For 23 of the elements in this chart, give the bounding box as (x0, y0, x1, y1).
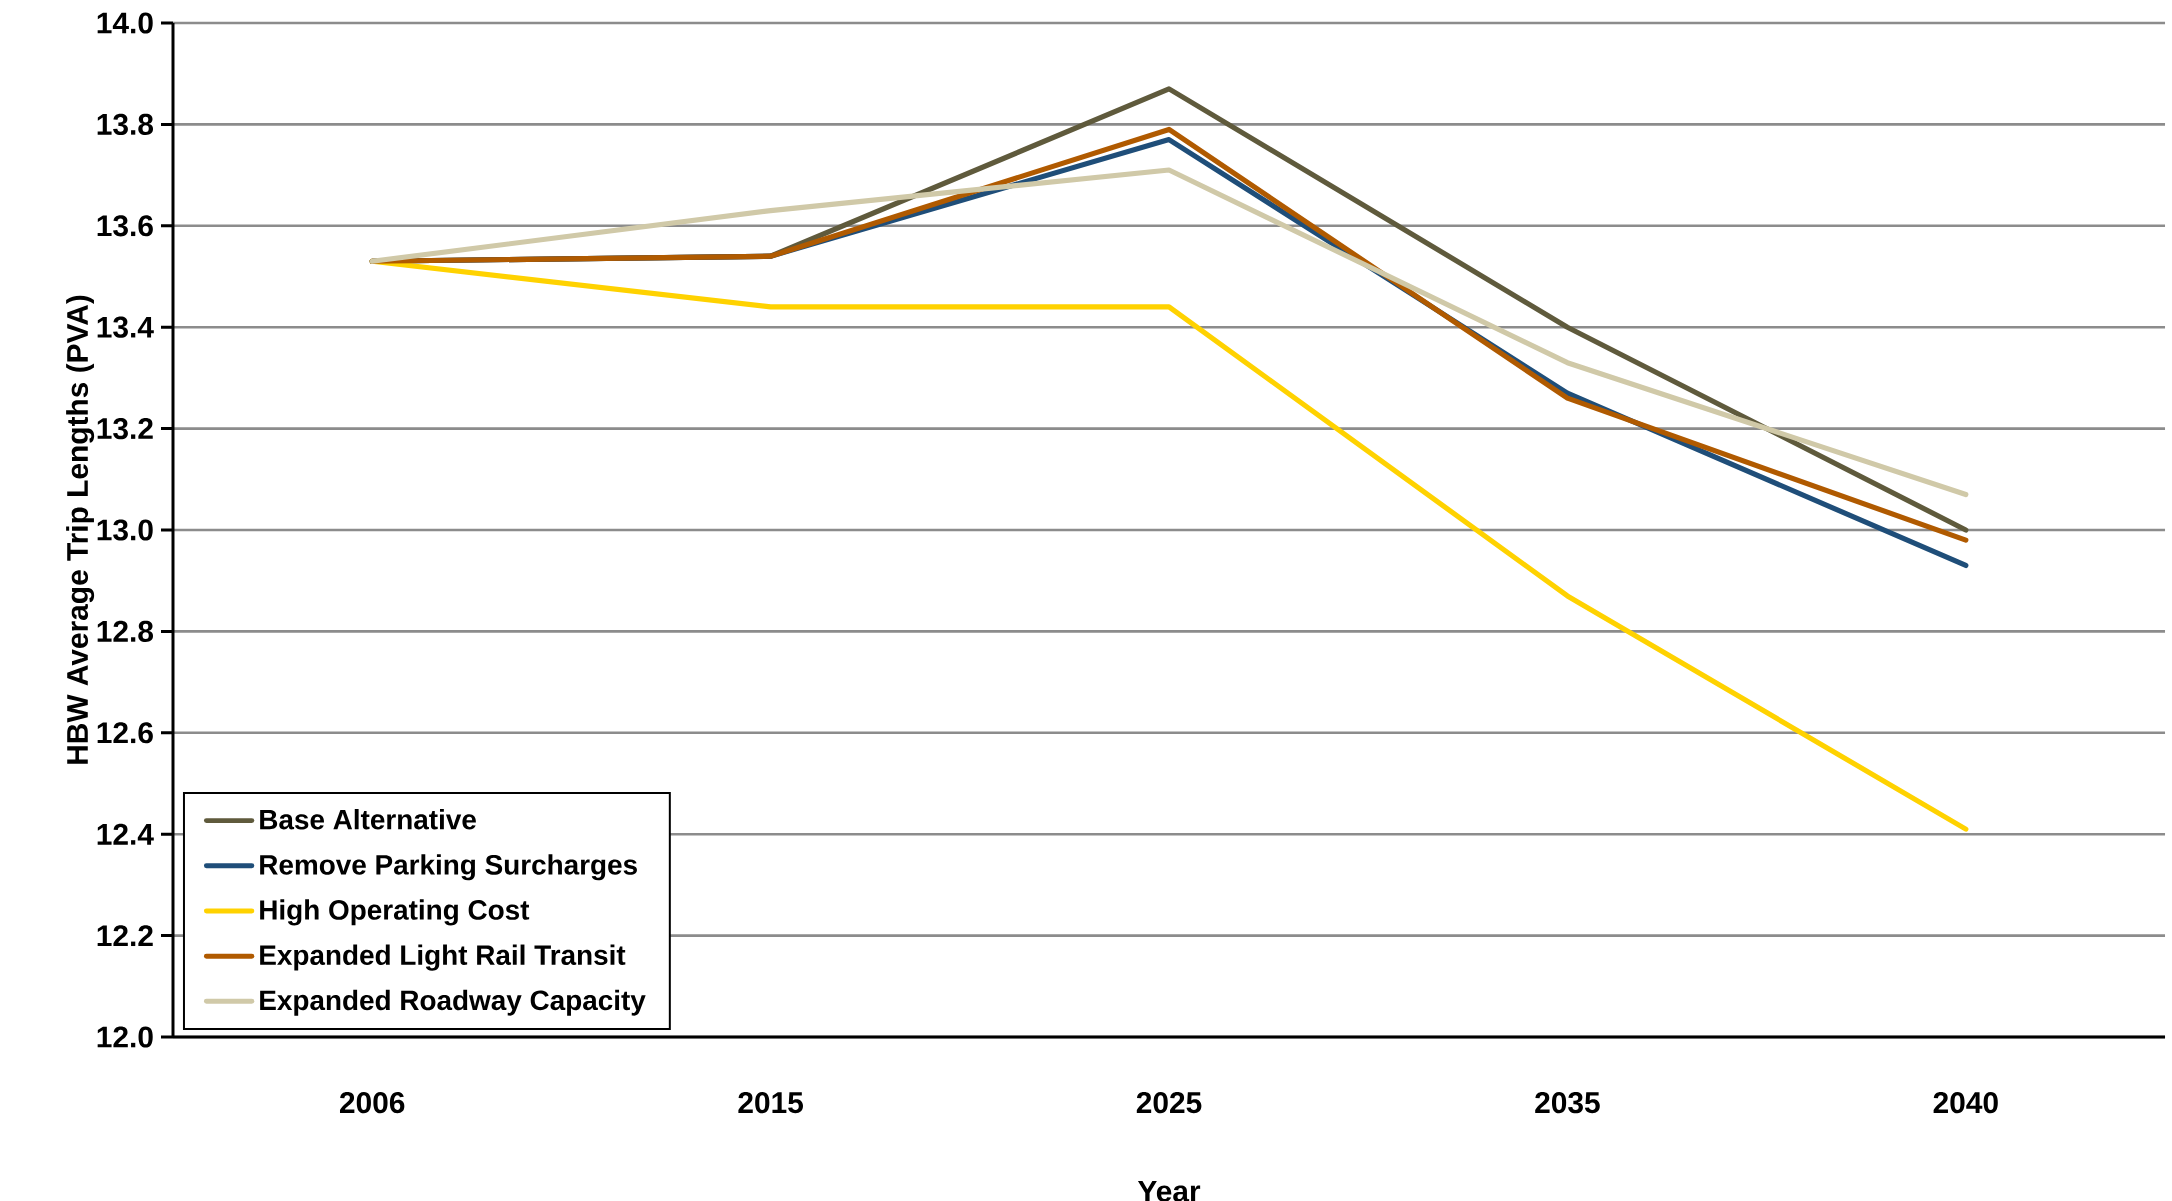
legend-label: Expanded Roadway Capacity (260, 989, 646, 1016)
legend-label: Base Alternative (260, 809, 476, 830)
y-tick-label: 12.0 (97, 1026, 153, 1048)
y-tick-label: 12.6 (97, 722, 153, 744)
y-tick-label: 12.4 (97, 823, 154, 845)
legend-label: High Operating Cost (260, 899, 530, 926)
x-tick-label: 2006 (339, 1092, 405, 1114)
y-tick-label: 13.6 (97, 215, 153, 237)
x-tick-label: 2040 (1933, 1092, 1998, 1114)
x-tick-label: 2025 (1136, 1092, 1202, 1114)
y-tick-label: 13.8 (97, 113, 154, 135)
x-tick-label: 2015 (738, 1092, 803, 1114)
y-tick-label: 13.2 (97, 417, 153, 440)
y-tick-label: 12.8 (97, 620, 154, 642)
y-tick-label: 13.0 (97, 519, 153, 541)
legend-label: Remove Parking Surcharges (260, 854, 637, 881)
y-tick-label: 14.0 (97, 12, 153, 34)
legend-label: Expanded Light Rail Transit (260, 944, 626, 971)
y-tick-label: 12.2 (97, 925, 153, 947)
x-axis-title: Year (1137, 1180, 1201, 1201)
y-tick-label: 13.4 (97, 316, 154, 338)
x-tick-label: 2035 (1535, 1092, 1600, 1114)
y-axis-title: HBW Average Trip Lengths (PVA) (66, 295, 95, 764)
